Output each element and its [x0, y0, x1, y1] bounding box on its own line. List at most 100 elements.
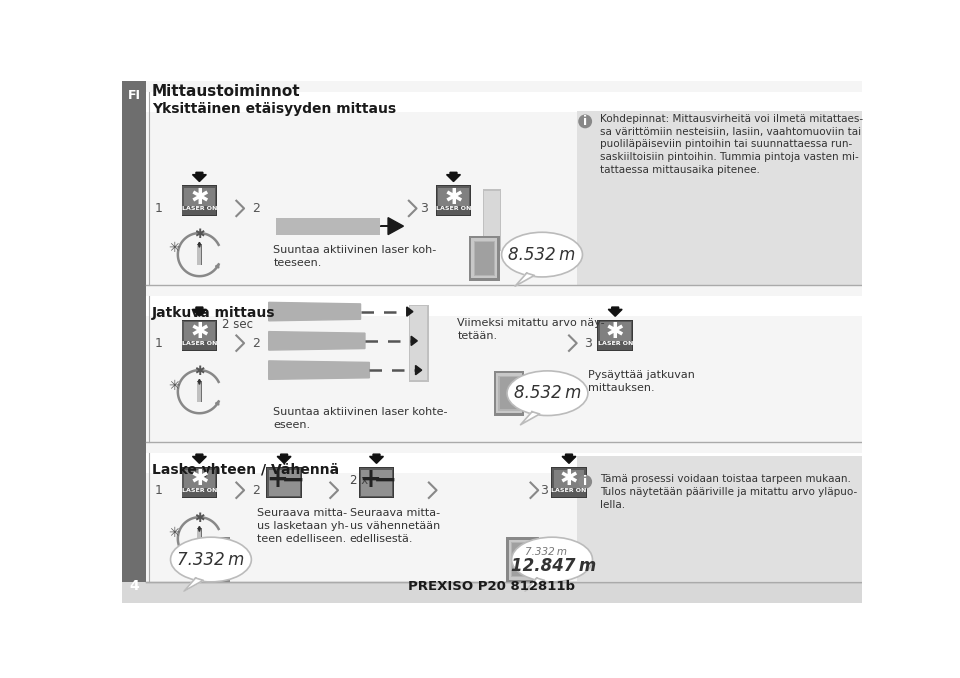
- Bar: [197, 381, 203, 403]
- Bar: [361, 470, 392, 496]
- Ellipse shape: [171, 537, 252, 582]
- Bar: [203, 543, 224, 576]
- Bar: [496, 373, 522, 413]
- Text: Yksittäinen etäisyyden mittaus: Yksittäinen etäisyyden mittaus: [152, 102, 396, 116]
- Bar: [598, 321, 633, 350]
- Text: 3: 3: [420, 202, 428, 215]
- Text: 7.332 m: 7.332 m: [525, 547, 567, 557]
- Text: FI: FI: [128, 89, 140, 102]
- Text: +: +: [359, 467, 381, 493]
- Text: ✱: ✱: [190, 188, 208, 207]
- FancyArrow shape: [562, 454, 576, 463]
- Bar: [197, 244, 203, 265]
- Text: 2: 2: [252, 483, 259, 497]
- Bar: [269, 470, 300, 496]
- Bar: [552, 468, 586, 497]
- FancyArrow shape: [192, 307, 206, 317]
- Text: Seuraava mitta-
us lasketaan yh-
teen edelliseen.: Seuraava mitta- us lasketaan yh- teen ed…: [257, 508, 348, 544]
- Text: 8.532 m: 8.532 m: [514, 384, 581, 402]
- Polygon shape: [525, 578, 544, 591]
- Bar: [554, 470, 585, 488]
- FancyArrow shape: [370, 454, 383, 463]
- Text: 7.332 m: 7.332 m: [178, 551, 245, 569]
- Text: Tämä prosessi voidaan toistaa tarpeen mukaan.
Tulos näytetään pääriville ja mita: Tämä prosessi voidaan toistaa tarpeen mu…: [600, 474, 857, 510]
- Bar: [409, 304, 429, 382]
- Text: Viimeksi mitattu arvo näy-
tetään.: Viimeksi mitattu arvo näy- tetään.: [457, 318, 605, 340]
- Bar: [600, 323, 631, 341]
- Bar: [509, 540, 537, 580]
- Text: LASER ON: LASER ON: [181, 206, 217, 212]
- Bar: [146, 452, 861, 473]
- Bar: [182, 186, 216, 215]
- FancyArrow shape: [277, 454, 291, 463]
- Text: 4: 4: [129, 578, 139, 593]
- Bar: [471, 239, 497, 279]
- Text: 2: 2: [252, 202, 259, 215]
- Text: ✱: ✱: [194, 228, 204, 241]
- Bar: [483, 189, 501, 251]
- Bar: [182, 321, 216, 350]
- Text: 1: 1: [155, 202, 162, 215]
- Polygon shape: [520, 412, 540, 425]
- Bar: [506, 537, 540, 582]
- Bar: [184, 470, 215, 488]
- Text: 1: 1: [155, 337, 162, 350]
- Bar: [197, 528, 203, 550]
- Text: ✱: ✱: [444, 188, 463, 207]
- Text: 2 x: 2 x: [349, 474, 368, 487]
- FancyArrow shape: [407, 307, 413, 316]
- Bar: [181, 467, 217, 498]
- Bar: [181, 185, 217, 216]
- FancyArrow shape: [192, 172, 206, 182]
- Text: Suuntaa aktiivinen laser kohte-
eseen.: Suuntaa aktiivinen laser kohte- eseen.: [274, 407, 447, 430]
- Bar: [436, 185, 471, 216]
- FancyArrow shape: [215, 401, 219, 405]
- FancyArrow shape: [215, 264, 219, 268]
- Text: 8.532 m: 8.532 m: [509, 245, 576, 264]
- Bar: [360, 468, 394, 497]
- Text: LASER ON: LASER ON: [181, 341, 217, 346]
- Bar: [184, 323, 215, 341]
- Bar: [475, 242, 493, 275]
- Bar: [437, 186, 470, 215]
- Bar: [198, 382, 202, 401]
- Text: Mittaustoiminnot: Mittaustoiminnot: [152, 85, 300, 100]
- Text: 3: 3: [585, 337, 592, 350]
- Text: ✳: ✳: [168, 525, 180, 540]
- Text: Suuntaa aktiivinen laser koh-
teeseen.: Suuntaa aktiivinen laser koh- teeseen.: [274, 245, 437, 268]
- Text: PREXISO P20 812811b: PREXISO P20 812811b: [409, 580, 575, 593]
- Bar: [468, 236, 500, 281]
- Bar: [267, 468, 301, 497]
- FancyArrow shape: [411, 336, 418, 346]
- Text: 3: 3: [540, 483, 548, 497]
- Ellipse shape: [578, 475, 592, 489]
- Text: Seuraava mitta-
us vähennetään
edellisestä.: Seuraava mitta- us vähennetään edellises…: [349, 508, 440, 544]
- Bar: [123, 81, 146, 603]
- Bar: [513, 543, 533, 576]
- Text: ✳: ✳: [168, 378, 180, 393]
- FancyArrow shape: [446, 172, 461, 182]
- Text: ✱: ✱: [190, 469, 208, 490]
- Bar: [146, 442, 861, 582]
- FancyArrow shape: [199, 380, 201, 384]
- Text: LASER ON: LASER ON: [181, 488, 217, 493]
- Bar: [266, 467, 301, 498]
- FancyArrow shape: [192, 454, 206, 463]
- Text: LASER ON: LASER ON: [436, 206, 471, 212]
- Polygon shape: [269, 332, 365, 350]
- FancyArrow shape: [380, 218, 403, 235]
- Bar: [199, 540, 228, 580]
- Text: LASER ON: LASER ON: [551, 488, 587, 493]
- Bar: [123, 582, 861, 603]
- Text: ✱: ✱: [194, 365, 204, 378]
- Bar: [498, 376, 519, 411]
- Bar: [146, 296, 861, 316]
- Bar: [197, 537, 229, 582]
- Bar: [198, 245, 202, 264]
- Text: −: −: [280, 466, 304, 494]
- Text: Pysäyttää jatkuvan
mittauksen.: Pysäyttää jatkuvan mittauksen.: [588, 370, 695, 393]
- Bar: [410, 306, 427, 380]
- Bar: [577, 456, 861, 581]
- Bar: [182, 468, 216, 497]
- Bar: [551, 467, 587, 498]
